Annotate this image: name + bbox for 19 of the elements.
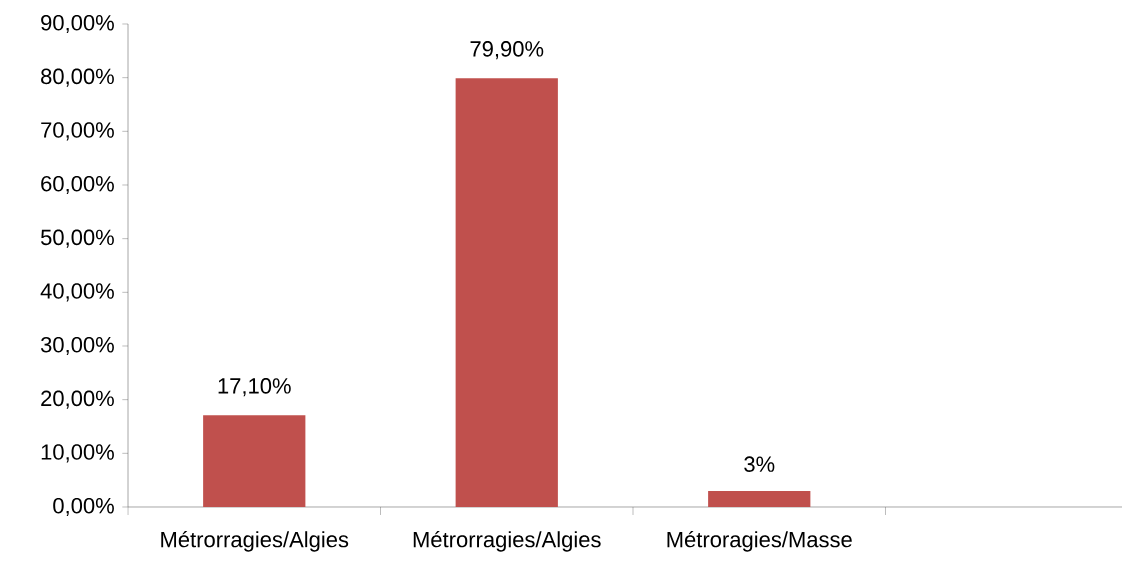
bar (455, 78, 558, 507)
x-tick-label: Métroragies/Masse (667, 530, 852, 552)
y-tick-label: 20,00% (41, 390, 114, 409)
x-tick-label: Métrorragies/Algies (161, 530, 349, 552)
y-tick-label: 70,00% (41, 122, 114, 141)
bar (708, 490, 811, 507)
data-label: 3% (744, 456, 775, 472)
data-label: 17,10% (218, 378, 291, 397)
y-tick-label: 0,00% (53, 497, 114, 517)
y-tick-label: 30,00% (40, 336, 114, 356)
y-tick-label: 80,00% (41, 68, 114, 87)
data-label: 79,90% (470, 41, 544, 60)
y-tick-label: 50,00% (40, 229, 114, 248)
y-tick-label: 60,00% (41, 175, 114, 195)
y-tick-label: 40,00% (40, 283, 114, 302)
y-tick-label: 10,00% (41, 444, 114, 463)
x-tick-label: Métrorragies/Algies (413, 530, 601, 552)
bar (203, 415, 306, 507)
y-tick-label: 90,00% (41, 14, 114, 34)
